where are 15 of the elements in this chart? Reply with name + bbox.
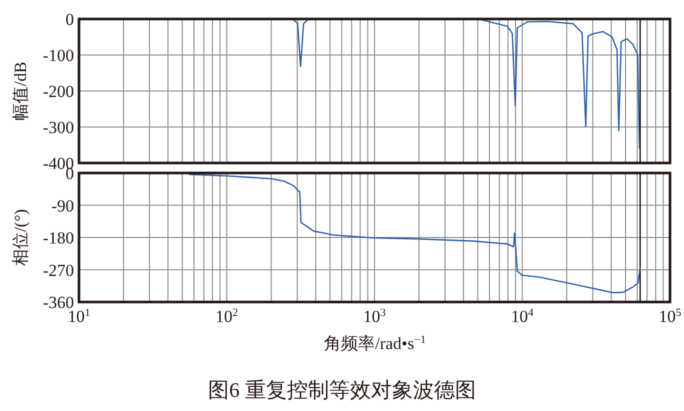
y-tick-label: -300 (42, 118, 74, 137)
y-axis-title: 相位/(°) (11, 209, 30, 266)
y-tick-label: -90 (51, 196, 74, 216)
y-tick-label: -180 (42, 228, 74, 248)
y-tick-label: 0 (66, 10, 74, 29)
y-tick-label: -270 (42, 260, 74, 280)
y-tick-label: -100 (42, 46, 74, 65)
y-axis-title: 幅值/dB (11, 62, 30, 120)
x-axis-title: 角频率/rad•s$^{−1}$ (324, 334, 426, 353)
caption: 图6 重复控制等效对象波德图 (208, 378, 476, 402)
x-tick-label: 10$^{5}$ (658, 307, 682, 326)
y-tick-label: -200 (42, 82, 74, 101)
x-tick-label: 10$^{2}$ (215, 307, 238, 326)
x-tick-label: 10$^{3}$ (363, 307, 386, 326)
x-tick-label: 10$^{4}$ (510, 307, 534, 326)
